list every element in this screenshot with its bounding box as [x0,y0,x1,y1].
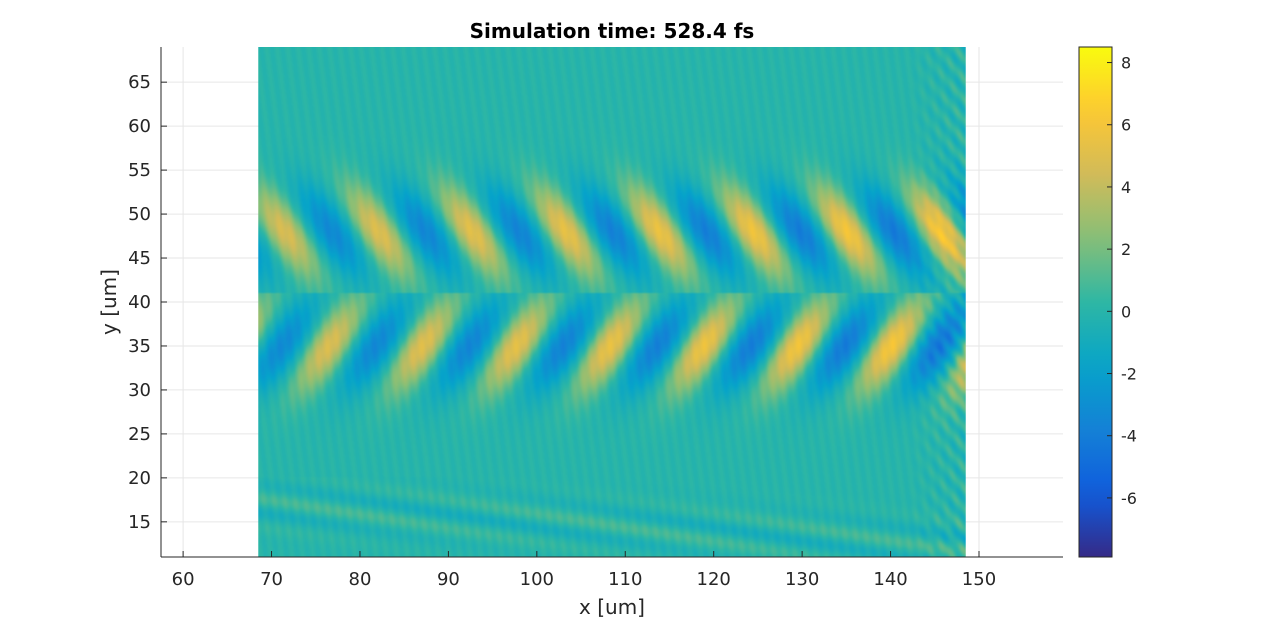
y-ticks: 15 20 25 30 35 40 45 50 55 60 65 [128,72,167,533]
x-axis-label: x [um] [579,595,645,619]
y-tick-label-4: 35 [128,336,151,357]
colorbar-tick-label-1: -4 [1121,427,1137,446]
heatmap-image [258,47,966,557]
y-tick-label-0: 15 [128,512,151,533]
x-tick-label-8: 140 [873,569,907,590]
y-tick-label-3: 30 [128,380,151,401]
colorbar [1078,46,1113,558]
x-tick-label-5: 110 [608,569,642,590]
x-tick-label-7: 130 [785,569,819,590]
y-tick-label-8: 55 [128,160,151,181]
y-tick-label-5: 40 [128,292,151,313]
y-tick-label-2: 25 [128,424,151,445]
x-tick-label-2: 80 [349,569,372,590]
y-axis-label: y [um] [97,269,121,335]
x-tick-label-9: 150 [962,569,996,590]
colorbar-tick-label-6: 6 [1121,116,1131,135]
colorbar-tick-label-7: 8 [1121,54,1131,73]
x-tick-label-4: 100 [520,569,554,590]
y-tick-label-10: 65 [128,72,151,93]
colorbar-tick-label-5: 4 [1121,178,1131,197]
y-tick-label-9: 60 [128,116,151,137]
colorbar-tick-label-2: -2 [1121,365,1137,384]
y-tick-label-7: 50 [128,204,151,225]
colorbar-tick-label-4: 2 [1121,240,1131,259]
colorbar-tick-label-0: -6 [1121,489,1137,508]
x-tick-label-0: 60 [172,569,195,590]
y-tick-label-1: 20 [128,468,151,489]
x-ticks: 60 70 80 90 100 110 120 130 140 150 [172,551,996,590]
y-tick-label-6: 45 [128,248,151,269]
colorbar-tick-label-3: 0 [1121,302,1131,321]
chart-title: Simulation time: 528.4 fs [470,19,755,43]
x-tick-label-3: 90 [437,569,460,590]
x-tick-label-1: 70 [260,569,283,590]
x-tick-label-6: 120 [697,569,731,590]
colorbar-ticks: -6 -4 -2 0 2 4 6 8 [1107,54,1137,508]
